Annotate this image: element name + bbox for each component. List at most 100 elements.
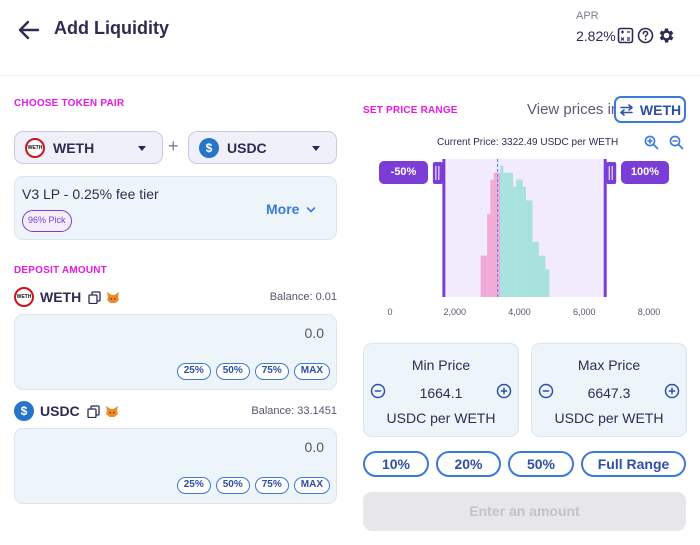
set-price-range-label: SET PRICE RANGE	[363, 105, 458, 116]
token-b-symbol: USDC	[227, 139, 267, 156]
amount-box-weth: 25% 50% 75% MAX	[14, 314, 337, 390]
view-token-label: WETH	[639, 101, 682, 118]
enter-amount-button[interactable]: Enter an amount	[363, 492, 686, 531]
percent-25-button[interactable]: 25%	[176, 477, 211, 494]
fee-tier-panel: V3 LP - 0.25% fee tier 96% Pick More	[14, 176, 337, 240]
apr-label: APR	[576, 10, 599, 22]
preset-50-button[interactable]: 50%	[508, 451, 574, 477]
copy-icon[interactable]	[88, 290, 101, 304]
x-axis-ticks: 0 2,000 4,000 6,000 8,000	[387, 307, 660, 317]
max-price-unit: USDC per WETH	[554, 410, 664, 426]
deposit-amount-label: DEPOSIT AMOUNT	[14, 265, 107, 276]
liquidity-bar	[538, 255, 546, 297]
token-a-symbol: WETH	[53, 139, 95, 156]
apr-value: 2.82%	[576, 28, 616, 44]
max-range-handle-button[interactable]: 100%	[621, 161, 669, 184]
deposit-token-symbol: USDC	[40, 403, 80, 419]
token-b-select[interactable]: $ USDC	[188, 131, 337, 164]
x-tick-label: 6,000	[573, 307, 596, 317]
header: Add Liquidity APR 2.82%	[0, 0, 700, 76]
balance-usdc: Balance: 33.1451	[251, 405, 337, 417]
liquidity-bar	[487, 214, 491, 297]
more-label: More	[266, 201, 300, 217]
metamask-fox-icon[interactable]	[105, 405, 119, 418]
metamask-fox-icon[interactable]	[106, 291, 120, 304]
usdc-logo: $	[199, 137, 219, 158]
liquidity-bar	[493, 172, 497, 297]
liquidity-bar	[509, 172, 514, 297]
liquidity-bar	[490, 179, 494, 297]
minus-icon[interactable]	[538, 383, 554, 399]
chevron-down-icon	[307, 207, 316, 213]
page-title: Add Liquidity	[54, 18, 169, 38]
max-price-value[interactable]: 6647.3	[587, 385, 631, 401]
x-tick-label: 2,000	[443, 307, 466, 317]
zoom-in-icon[interactable]	[644, 135, 659, 150]
liquidity-chart[interactable]: 0 2,000 4,000 6,000 8,000	[363, 157, 686, 321]
deposit-token-row-weth: WETH WETH	[14, 287, 120, 307]
full-range-button[interactable]: Full Range	[581, 451, 686, 477]
max-button[interactable]: MAX	[293, 363, 330, 380]
more-button[interactable]: More	[266, 201, 316, 217]
help-icon[interactable]	[637, 27, 654, 44]
liquidity-bar	[506, 172, 510, 297]
liquidity-bar	[525, 200, 533, 297]
view-prices-toggle[interactable]: WETH	[614, 96, 686, 123]
amount-input-weth[interactable]	[124, 325, 324, 341]
max-handle-grip[interactable]	[606, 162, 617, 184]
balance-weth: Balance: 0.01	[269, 291, 337, 303]
min-handle-bar[interactable]	[442, 159, 446, 297]
amount-input-usdc[interactable]	[124, 439, 324, 455]
percent-50-button[interactable]: 50%	[215, 363, 250, 380]
zoom-out-icon[interactable]	[669, 135, 684, 150]
swap-arrows-icon	[620, 103, 633, 116]
liquidity-bar	[500, 165, 504, 297]
choose-token-pair-label: CHOOSE TOKEN PAIR	[14, 98, 125, 109]
liquidity-bar	[516, 179, 520, 297]
min-price-title: Min Price	[411, 357, 471, 373]
chevron-down-icon	[138, 146, 146, 151]
liquidity-bar	[513, 186, 517, 297]
preset-20-button[interactable]: 20%	[436, 451, 501, 477]
percent-25-button[interactable]: 25%	[176, 363, 211, 380]
percent-75-button[interactable]: 75%	[254, 363, 289, 380]
plus-sign: +	[168, 136, 179, 156]
max-button[interactable]: MAX	[293, 477, 330, 494]
plus-icon[interactable]	[496, 383, 512, 399]
min-handle-grip[interactable]	[432, 162, 443, 184]
percent-buttons: 25% 50% 75% MAX	[176, 477, 330, 494]
back-arrow-icon[interactable]	[16, 17, 42, 43]
calculator-icon[interactable]	[617, 27, 634, 44]
min-price-value[interactable]: 1664.1	[419, 385, 463, 401]
copy-icon[interactable]	[87, 404, 100, 418]
pick-badge: 96% Pick	[22, 210, 72, 232]
percent-75-button[interactable]: 75%	[254, 477, 289, 494]
deposit-token-row-usdc: $ USDC	[14, 401, 119, 421]
max-price-title: Max Price	[577, 357, 641, 373]
x-tick-label: 4,000	[508, 307, 531, 317]
percent-50-button[interactable]: 50%	[215, 477, 250, 494]
x-tick-label: 0	[387, 307, 392, 317]
gear-icon[interactable]	[657, 26, 676, 45]
weth-logo: WETH	[25, 137, 45, 158]
current-price-text: Current Price: 3322.49 USDC per WETH	[437, 137, 619, 148]
liquidity-bar	[480, 255, 488, 297]
liquidity-bar	[545, 269, 550, 297]
deposit-token-symbol: WETH	[40, 289, 82, 305]
max-handle-bar[interactable]	[603, 159, 607, 297]
plus-icon[interactable]	[664, 383, 680, 399]
minus-icon[interactable]	[370, 383, 386, 399]
weth-logo: WETH	[14, 287, 34, 307]
max-price-card: Max Price 6647.3 USDC per WETH	[531, 343, 687, 437]
view-prices-label: View prices in	[527, 101, 620, 118]
token-a-select[interactable]: WETH WETH	[14, 131, 163, 164]
preset-10-button[interactable]: 10%	[363, 451, 429, 477]
x-tick-label: 8,000	[638, 307, 661, 317]
usdc-logo: $	[14, 401, 34, 421]
liquidity-bar	[503, 172, 507, 297]
chevron-down-icon	[312, 146, 320, 151]
liquidity-bar	[519, 179, 523, 297]
min-range-handle-button[interactable]: -50%	[379, 161, 428, 184]
liquidity-bars	[480, 165, 550, 297]
liquidity-bar	[522, 186, 526, 297]
